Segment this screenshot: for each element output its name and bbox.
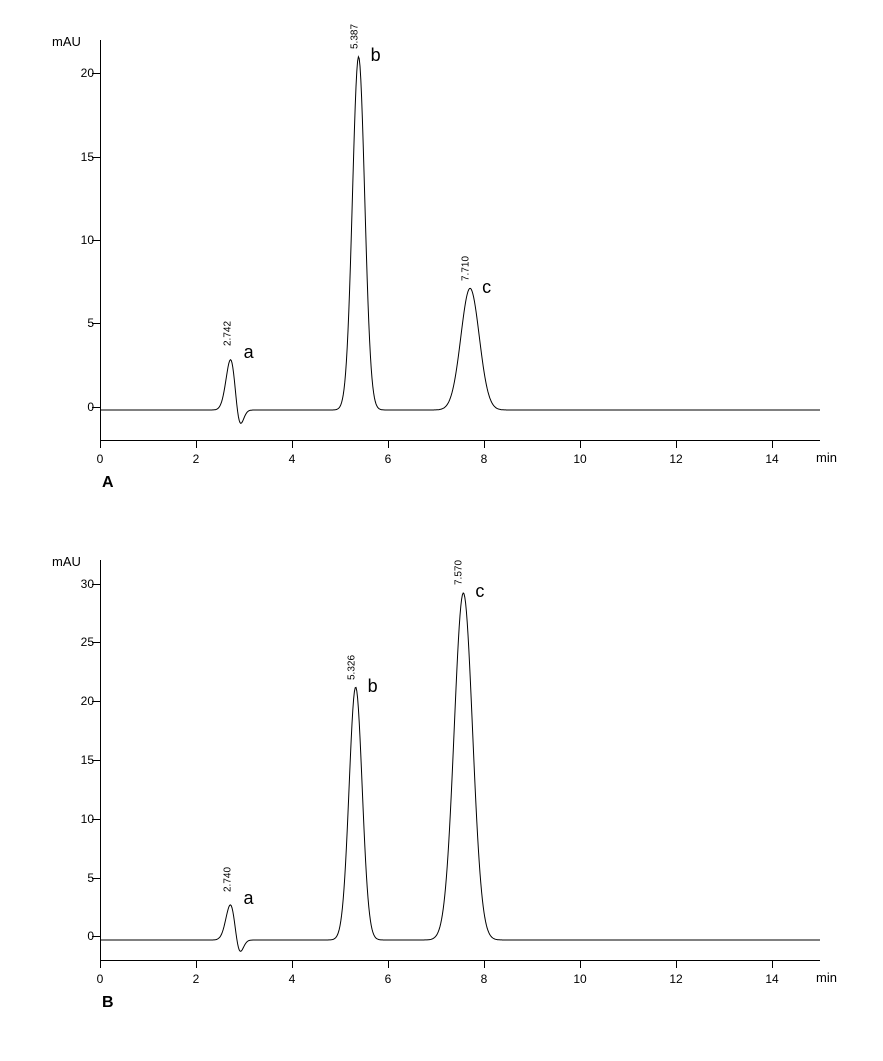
y-tick-label: 30	[52, 577, 94, 591]
y-tick-label: 0	[52, 400, 94, 414]
y-axis-unit: mAU	[52, 554, 81, 569]
retention-time-label: 7.570	[454, 560, 465, 585]
retention-time-label: 5.326	[346, 655, 357, 680]
figure-page: mAU min 05101520024681012142.742a5.387b7…	[0, 0, 883, 1061]
peak-letter-label: b	[371, 45, 381, 66]
y-axis-unit: mAU	[52, 34, 81, 49]
x-tick	[196, 440, 197, 448]
y-tick-label: 5	[52, 316, 94, 330]
y-tick-label: 10	[52, 233, 94, 247]
plot-area-b: 051015202530024681012142.740a5.326b7.570…	[100, 560, 820, 961]
x-axis-unit: min	[816, 450, 837, 465]
x-tick-label: 4	[289, 972, 296, 986]
y-tick-label: 5	[52, 871, 94, 885]
peak-letter-label: b	[368, 676, 378, 697]
x-tick	[388, 960, 389, 968]
panel-b: mAU min 0 5 10 15 20 25 30 0 2 4 6 8 10 12 14 2.740 a 5.3…	[40, 540, 843, 1020]
x-tick-label: 10	[573, 972, 586, 986]
x-tick	[484, 960, 485, 968]
panel-label-b: B	[102, 994, 114, 1012]
panel-label-a: A	[102, 474, 114, 492]
x-tick-label: 14	[765, 972, 778, 986]
y-tick-label: 10	[52, 812, 94, 826]
x-tick	[388, 440, 389, 448]
x-tick-label: 8	[481, 972, 488, 986]
retention-time-label: 7.710	[461, 256, 472, 281]
peak-letter-label: a	[244, 342, 254, 363]
x-tick-label: 10	[573, 452, 586, 466]
x-tick	[676, 440, 677, 448]
x-tick	[676, 960, 677, 968]
chromatogram-b	[100, 560, 820, 960]
x-tick-label: 4	[289, 452, 296, 466]
y-tick-label: 20	[52, 66, 94, 80]
peak-letter-label: c	[475, 581, 484, 602]
x-tick	[100, 960, 101, 968]
y-tick-label: 20	[52, 694, 94, 708]
retention-time-label: 5.387	[349, 24, 360, 49]
x-tick-label: 12	[669, 972, 682, 986]
x-tick	[580, 440, 581, 448]
x-axis-unit: min	[816, 970, 837, 985]
x-tick-label: 0	[97, 972, 104, 986]
x-tick-label: 12	[669, 452, 682, 466]
retention-time-label: 2.740	[222, 867, 233, 892]
x-tick-label: 2	[193, 972, 200, 986]
panel-a: mAU min 0 5 10 15 20 0 2 4 6 8 10 12 14 2.742 a 5.387 b 7…	[40, 20, 843, 500]
y-tick-label: 15	[52, 150, 94, 164]
chromatogram-trace	[100, 593, 820, 951]
x-tick-label: 8	[481, 452, 488, 466]
x-tick-label: 6	[385, 972, 392, 986]
chromatogram-a	[100, 40, 820, 440]
plot-area-a: 05101520024681012142.742a5.387b7.710c	[100, 40, 820, 441]
x-tick-label: 2	[193, 452, 200, 466]
x-tick	[292, 440, 293, 448]
x-tick	[484, 440, 485, 448]
x-tick-label: 0	[97, 452, 104, 466]
retention-time-label: 2.742	[222, 321, 233, 346]
x-tick	[772, 440, 773, 448]
x-tick	[580, 960, 581, 968]
peak-letter-label: c	[482, 277, 491, 298]
x-tick	[100, 440, 101, 448]
y-tick-label: 15	[52, 753, 94, 767]
y-tick-label: 0	[52, 929, 94, 943]
y-tick-label: 25	[52, 635, 94, 649]
x-tick	[292, 960, 293, 968]
x-tick-label: 14	[765, 452, 778, 466]
x-tick-label: 6	[385, 452, 392, 466]
peak-letter-label: a	[244, 888, 254, 909]
x-tick	[196, 960, 197, 968]
x-tick	[772, 960, 773, 968]
chromatogram-trace	[100, 57, 820, 424]
